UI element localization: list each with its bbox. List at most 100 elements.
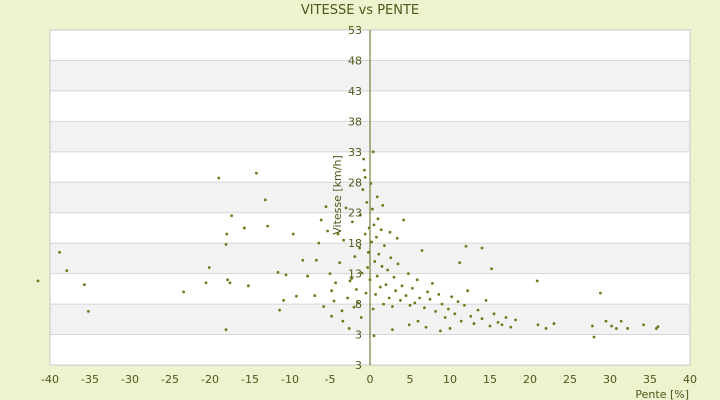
data-point — [359, 316, 363, 319]
x-tick-label: 20 — [523, 373, 537, 386]
data-point — [490, 267, 493, 271]
data-point — [313, 294, 317, 297]
data-point — [371, 307, 375, 311]
data-point — [420, 249, 424, 252]
x-tick-label: -15 — [241, 373, 259, 386]
data-point — [655, 327, 658, 330]
data-point — [368, 278, 372, 282]
data-point — [500, 323, 504, 327]
data-point — [365, 200, 369, 204]
data-point — [431, 281, 434, 285]
x-tick-label: -25 — [161, 373, 179, 386]
data-point — [642, 323, 645, 327]
data-point — [332, 299, 336, 303]
data-point — [338, 261, 341, 265]
data-point — [341, 319, 345, 323]
data-point — [418, 296, 421, 300]
data-point — [367, 226, 371, 230]
y-tick-label: 48 — [348, 54, 362, 67]
data-point — [284, 273, 288, 277]
data-point — [346, 296, 349, 300]
data-point — [391, 305, 394, 308]
data-point — [334, 281, 337, 285]
data-point — [514, 318, 517, 322]
data-point — [367, 250, 370, 254]
data-point — [379, 228, 383, 232]
data-point — [347, 327, 351, 330]
data-point — [404, 294, 408, 297]
data-point — [476, 308, 480, 312]
data-point — [423, 306, 426, 310]
data-point — [371, 207, 374, 211]
x-tick-label: 10 — [443, 373, 457, 386]
y-tick-label: 3 — [355, 329, 362, 342]
data-point — [388, 230, 392, 234]
data-point — [87, 310, 90, 313]
data-point — [384, 283, 388, 286]
x-tick-label: -30 — [121, 373, 139, 386]
x-tick-label: 0 — [367, 373, 374, 386]
data-point — [599, 291, 602, 295]
data-point — [413, 301, 417, 305]
data-point — [36, 279, 40, 283]
data-point — [363, 232, 367, 236]
data-point — [591, 324, 594, 328]
data-point — [224, 243, 228, 246]
data-point — [424, 325, 428, 329]
data-point — [363, 176, 367, 179]
data-point — [375, 195, 379, 199]
data-point — [364, 291, 368, 295]
data-point — [536, 323, 540, 327]
data-point — [480, 317, 484, 321]
data-point — [224, 328, 228, 332]
data-point — [466, 289, 469, 293]
data-point — [319, 218, 323, 222]
y-tick-label: 33 — [348, 146, 362, 159]
x-tick-label: 30 — [603, 373, 617, 386]
data-point — [610, 324, 613, 328]
data-point — [353, 255, 357, 258]
data-point — [356, 301, 360, 305]
data-point — [472, 322, 476, 325]
data-point — [366, 266, 369, 269]
data-point — [376, 217, 380, 221]
y-tick-label: 23 — [348, 207, 362, 220]
data-point — [351, 220, 354, 224]
data-point — [656, 325, 660, 329]
data-point — [369, 182, 373, 185]
data-points — [36, 150, 660, 339]
data-point — [372, 223, 376, 227]
data-point — [243, 226, 246, 230]
data-point — [363, 168, 366, 172]
data-point — [362, 157, 365, 161]
data-point — [83, 283, 86, 286]
data-point — [447, 307, 450, 311]
tick-labels: -40 -35 -30 -25 -20 -15 -10 -5 0 5 10 15 20 25 30 35 40 3… — [41, 24, 697, 386]
data-point — [381, 204, 385, 207]
data-point — [389, 256, 393, 260]
data-point — [504, 316, 508, 319]
data-point — [440, 302, 444, 306]
data-point — [315, 258, 318, 262]
y-tick-label: 43 — [348, 85, 362, 98]
data-point — [255, 171, 258, 175]
data-point — [355, 288, 358, 291]
x-tick-label: -20 — [201, 373, 219, 386]
data-point — [509, 325, 513, 329]
data-point — [450, 295, 453, 299]
data-point — [65, 269, 69, 272]
data-point — [459, 319, 463, 323]
data-point — [278, 308, 281, 312]
data-point — [469, 314, 473, 318]
x-tick-label: 5 — [407, 373, 414, 386]
axes — [49, 29, 691, 366]
data-point — [448, 327, 452, 330]
data-point — [350, 277, 353, 280]
data-point — [247, 284, 250, 288]
y-tick-label: 13 — [348, 268, 362, 281]
y-tick-label: 18 — [348, 237, 362, 250]
x-tick-label: -40 — [41, 373, 59, 386]
data-point — [407, 323, 411, 327]
data-point — [375, 274, 379, 278]
y-tick-label: 28 — [348, 176, 362, 189]
